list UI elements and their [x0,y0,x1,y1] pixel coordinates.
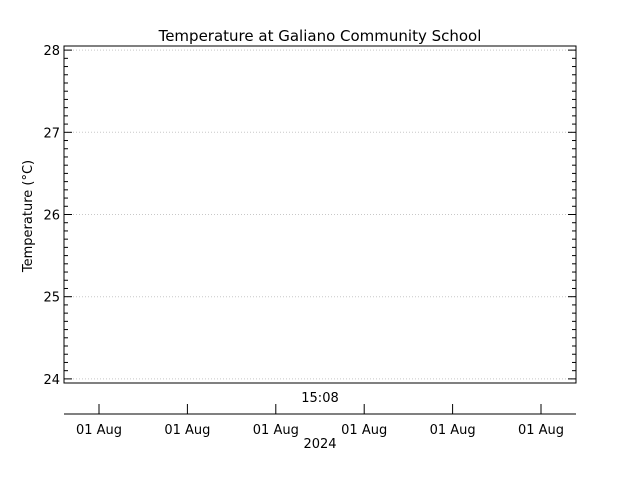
y-tick-label: 24 [43,373,60,388]
y-tick-label: 26 [43,209,60,224]
x-tick-label: 01 Aug [518,423,564,438]
x-tick-label: 01 Aug [164,423,210,438]
x-tick-label: 01 Aug [341,423,387,438]
x-axis: 01 Aug 01 Aug 01 Aug 01 Aug 01 Aug 01 Aug [76,404,564,438]
plot-frame [63,45,577,384]
x-tick-label: 01 Aug [76,423,122,438]
minor-ticks [64,57,576,372]
x-year-label: 2024 [303,437,336,452]
x-tick-label: 01 Aug [253,423,299,438]
chart-title: Temperature at Galiano Community School [158,27,482,45]
time-annotation: 15:08 [301,391,338,406]
y-tick-label: 25 [43,291,60,306]
y-tick-label: 28 [43,44,60,59]
x-tick-label: 01 Aug [430,423,476,438]
gridlines [64,49,576,380]
y-axis-label: Temperature (°C) [21,160,36,273]
y-tick-label: 27 [43,126,60,141]
y-axis: 24 25 26 27 28 [43,44,576,388]
